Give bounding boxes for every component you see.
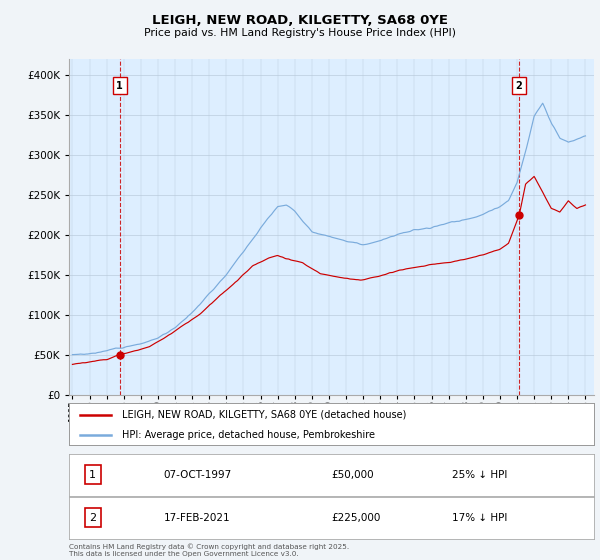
Text: 25% ↓ HPI: 25% ↓ HPI xyxy=(452,470,508,479)
Text: £50,000: £50,000 xyxy=(331,470,374,479)
Text: 07-OCT-1997: 07-OCT-1997 xyxy=(163,470,232,479)
Text: LEIGH, NEW ROAD, KILGETTY, SA68 0YE (detached house): LEIGH, NEW ROAD, KILGETTY, SA68 0YE (det… xyxy=(121,410,406,420)
Text: 17-FEB-2021: 17-FEB-2021 xyxy=(163,513,230,522)
Text: Contains HM Land Registry data © Crown copyright and database right 2025.
This d: Contains HM Land Registry data © Crown c… xyxy=(69,544,349,557)
Text: HPI: Average price, detached house, Pembrokeshire: HPI: Average price, detached house, Pemb… xyxy=(121,430,374,440)
Text: LEIGH, NEW ROAD, KILGETTY, SA68 0YE: LEIGH, NEW ROAD, KILGETTY, SA68 0YE xyxy=(152,14,448,27)
Text: 2: 2 xyxy=(516,81,523,91)
Text: 1: 1 xyxy=(89,470,96,479)
Text: 2: 2 xyxy=(89,513,96,522)
Text: £225,000: £225,000 xyxy=(331,513,381,522)
Text: 1: 1 xyxy=(116,81,123,91)
Text: Price paid vs. HM Land Registry's House Price Index (HPI): Price paid vs. HM Land Registry's House … xyxy=(144,28,456,38)
Text: 17% ↓ HPI: 17% ↓ HPI xyxy=(452,513,508,522)
